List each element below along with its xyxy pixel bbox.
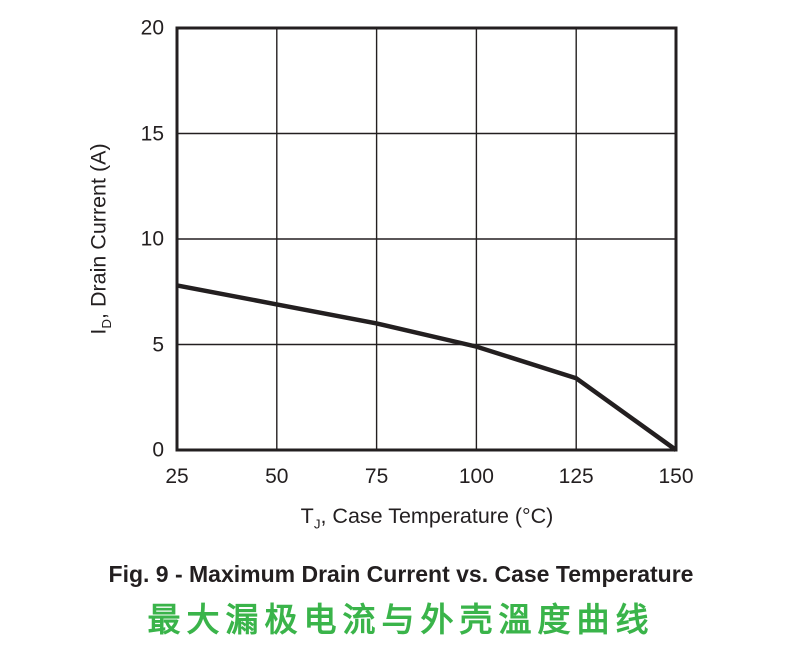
y-axis-label: ID, Drain Current (A) <box>86 143 114 335</box>
figure-caption-english: Fig. 9 - Maximum Drain Current vs. Case … <box>108 561 694 587</box>
y-tick-label: 20 <box>140 16 164 40</box>
y-tick-label: 0 <box>152 438 164 462</box>
x-axis-label-symbol: T <box>300 504 314 528</box>
x-tick-label: 150 <box>658 465 694 488</box>
x-tick-label: 75 <box>364 465 389 488</box>
x-tick-label: 50 <box>265 465 289 488</box>
y-axis-label-text: , Drain Current (A) <box>86 143 111 319</box>
y-axis-label-subscript: D <box>98 319 114 329</box>
x-tick-label: 100 <box>458 465 494 488</box>
x-axis-label-text: , Case Temperature (°C) <box>320 504 554 528</box>
y-tick-label: 5 <box>152 333 164 356</box>
series-line <box>176 283 678 452</box>
x-tick-label: 125 <box>558 465 594 488</box>
x-axis-label-subscript: J <box>313 516 321 532</box>
y-tick-label: 15 <box>140 122 164 145</box>
y-axis-label-symbol: I <box>86 328 111 335</box>
plot-area <box>175 26 678 452</box>
y-tick-label: 10 <box>140 227 164 251</box>
figure-caption-chinese: 最大漏极电流与外壳溫度曲线 <box>147 601 655 638</box>
x-axis-label: TJ, Case Temperature (°C) <box>300 504 554 532</box>
x-tick-label: 25 <box>165 465 189 488</box>
plot-frame <box>175 26 678 452</box>
